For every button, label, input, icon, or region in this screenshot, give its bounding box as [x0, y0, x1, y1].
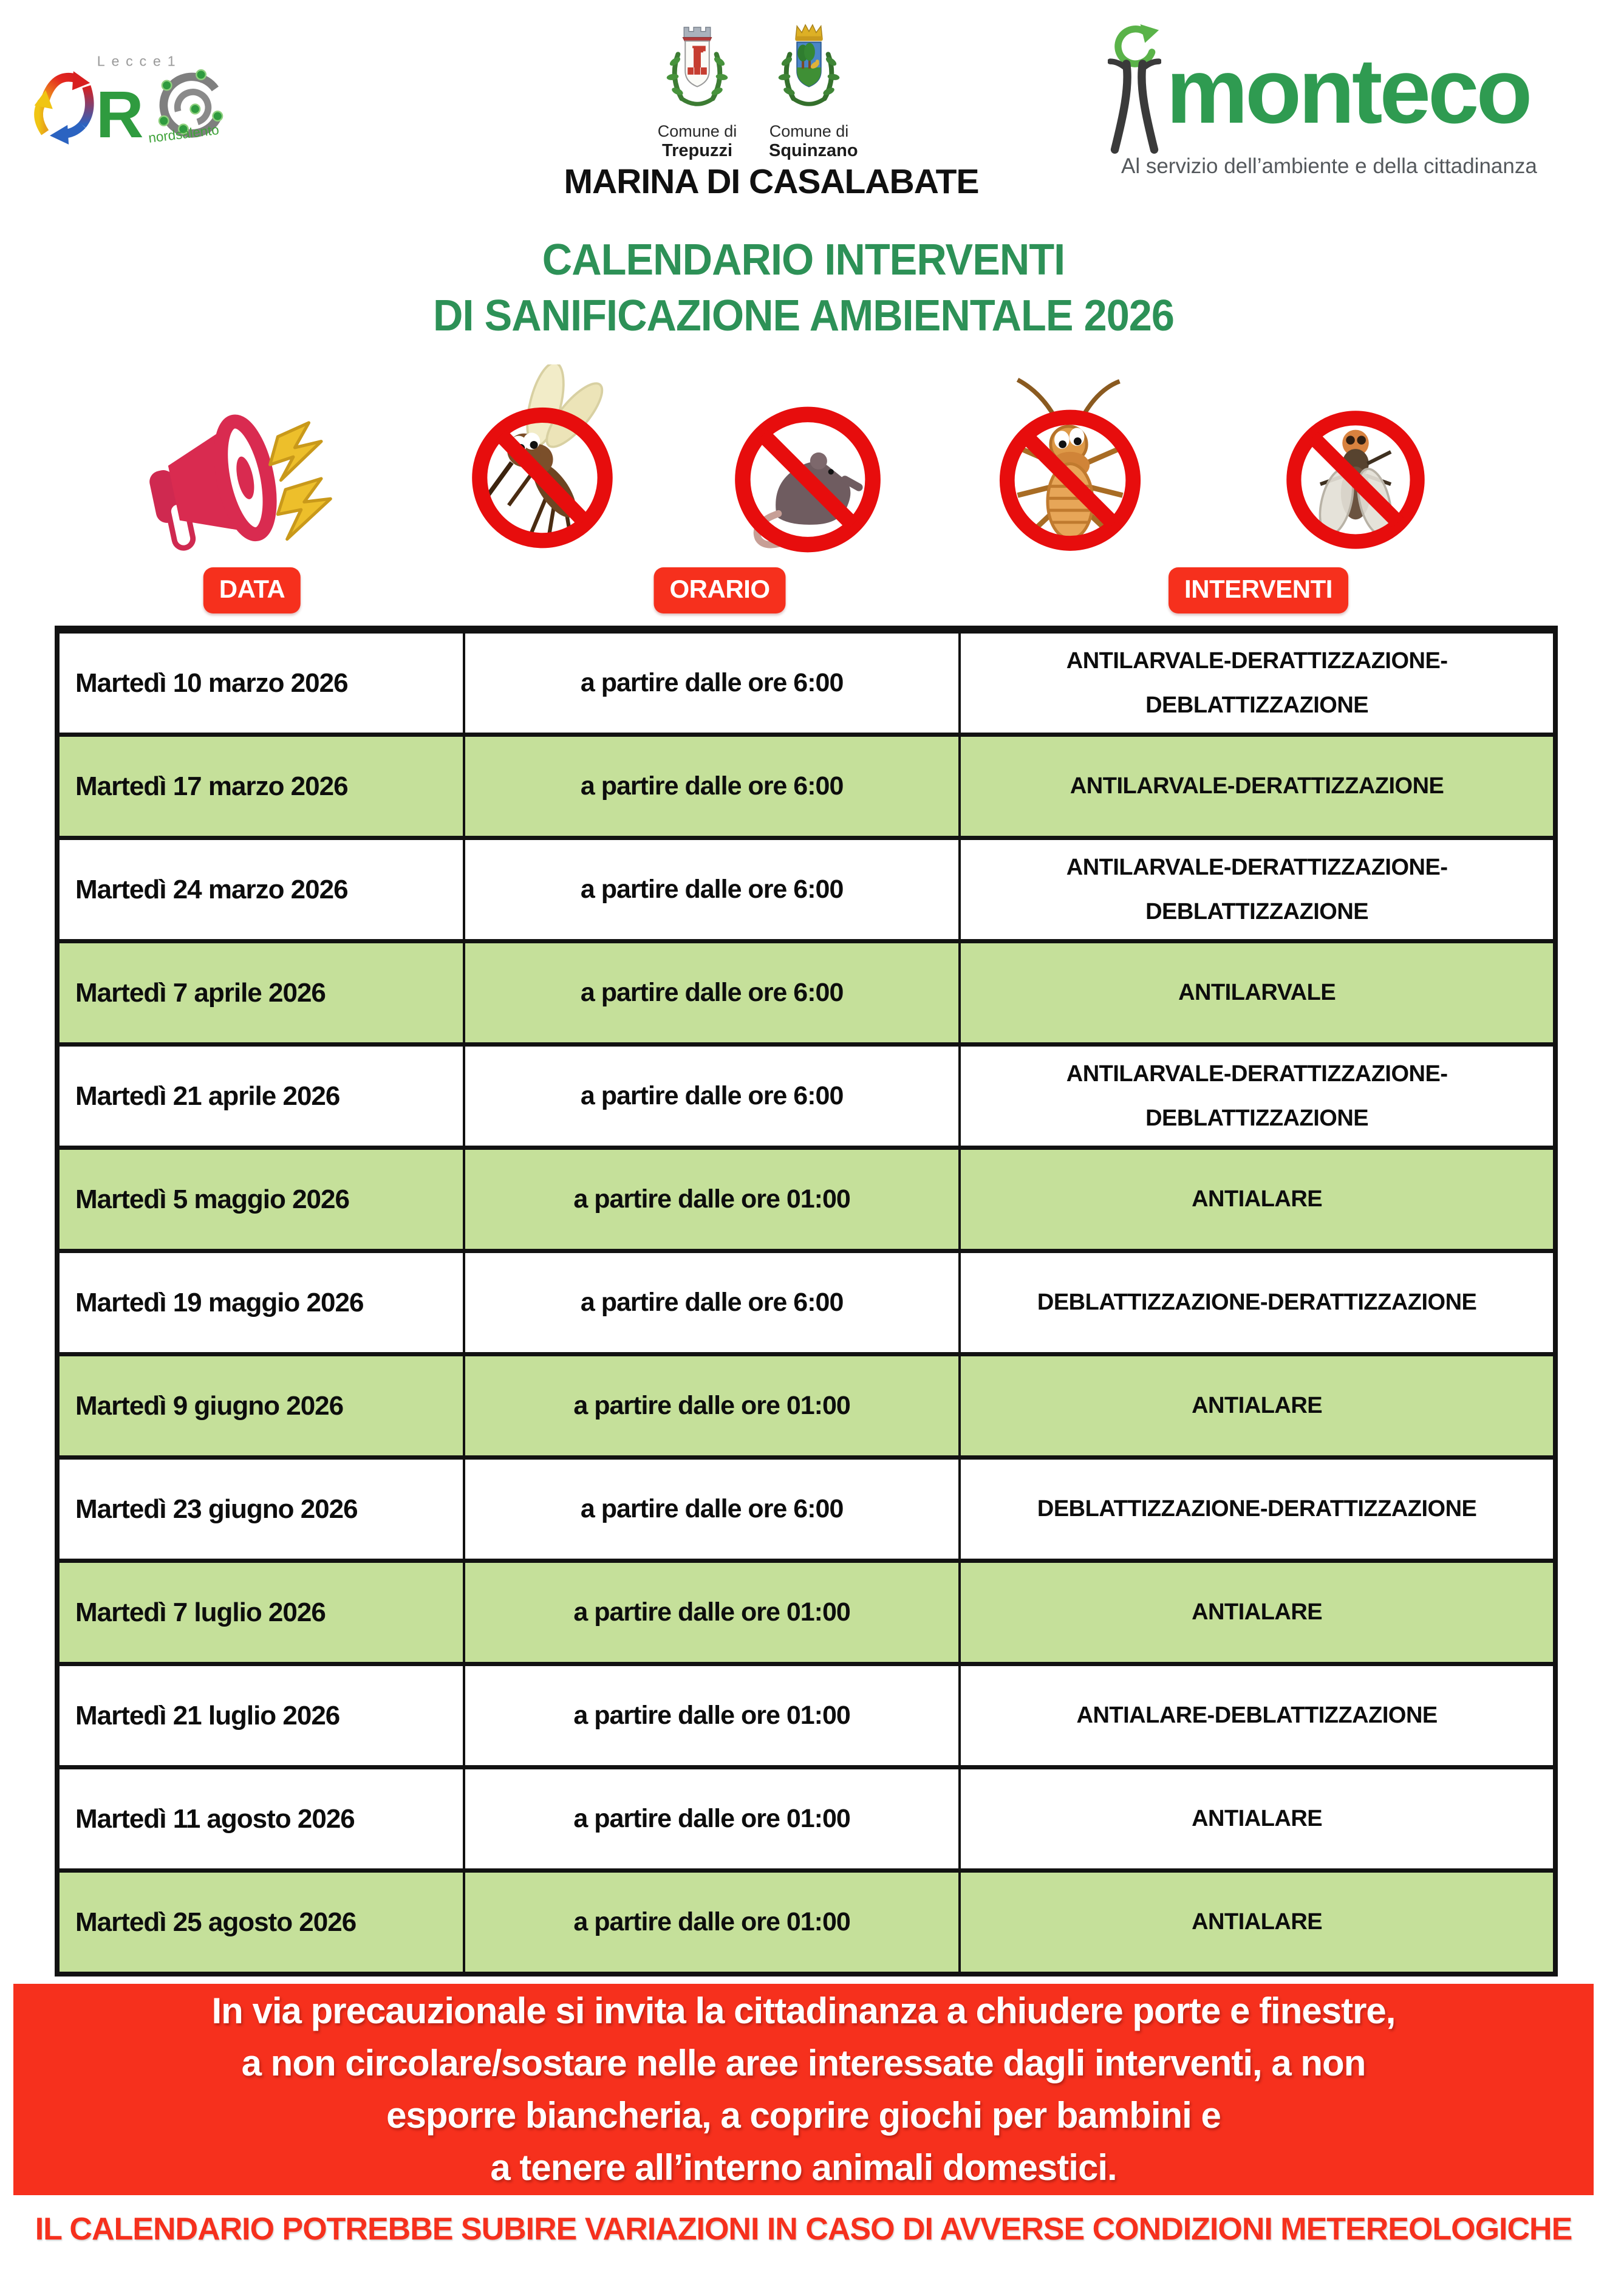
time-cell: a partire dalle ore 01:00	[462, 1150, 958, 1249]
time-cell: a partire dalle ore 01:00	[462, 1769, 958, 1868]
interventions-cell: ANTIALARE	[958, 1873, 1553, 1972]
table-row: Martedì 10 marzo 2026 a partire dalle or…	[60, 634, 1553, 733]
interventions-cell: ANTIALARE	[958, 1150, 1553, 1249]
page-title: CALENDARIO INTERVENTI DI SANIFICAZIONE A…	[40, 232, 1567, 344]
time-cell: a partire dalle ore 01:00	[462, 1873, 958, 1972]
interventions-cell: ANTIALARE	[958, 1769, 1553, 1868]
interventions-cell: ANTILARVALE-DERATTIZZAZIONE	[958, 737, 1553, 836]
date-cell: Martedì 21 aprile 2026	[75, 1081, 340, 1111]
interventions-cell: ANTILARVALE-DERATTIZZAZIONE- DEBLATTIZZAZ…	[958, 1047, 1553, 1146]
time-cell: a partire dalle ore 6:00	[462, 1253, 958, 1352]
date-cell: Martedì 24 marzo 2026	[75, 874, 349, 904]
interventions-cell: ANTIALARE	[958, 1356, 1553, 1455]
squinzano-crest: Comune di Squinzano	[769, 19, 858, 161]
no-cockroach-icon	[999, 378, 1141, 551]
date-cell: Martedì 23 giugno 2026	[75, 1494, 358, 1524]
table-row: Martedì 21 luglio 2026 a partire dalle o…	[60, 1662, 1553, 1765]
monteco-wordmark: monteco	[1166, 39, 1532, 143]
trepuzzi-crest: Comune di Trepuzzi	[657, 19, 737, 161]
banner-line-4: a tenere all’interno animali domestici.	[490, 2147, 1117, 2188]
location-title: MARINA DI CASALABATE	[564, 162, 980, 201]
trepuzzi-caption: Comune di	[657, 122, 737, 140]
date-cell: Martedì 11 agosto 2026	[75, 1803, 355, 1834]
date-cell: Martedì 25 agosto 2026	[75, 1907, 357, 1937]
aro-lecce1-text: Lecce1	[97, 53, 182, 69]
time-cell: a partire dalle ore 6:00	[462, 1460, 958, 1559]
squinzano-caption: Comune di	[769, 122, 849, 140]
date-cell: Martedì 7 aprile 2026	[75, 977, 326, 1008]
date-cell: Martedì 21 luglio 2026	[75, 1700, 340, 1731]
time-cell: a partire dalle ore 6:00	[462, 737, 958, 836]
banner-line-1: In via precauzionale si invita la cittad…	[211, 1990, 1396, 2031]
interventions-cell: DEBLATTIZZAZIONE-DERATTIZZAZIONE	[958, 1460, 1553, 1559]
date-cell: Martedì 5 maggio 2026	[75, 1184, 350, 1214]
aro-lecce1-logo: Lecce1 R nordsalento	[27, 50, 246, 152]
monteco-tagline: Al servizio dell’ambiente e della cittad…	[1121, 154, 1537, 178]
no-fly-icon	[1286, 411, 1425, 549]
precaution-banner: In via precauzionale si invita la cittad…	[13, 1984, 1594, 2195]
squinzano-coat-of-arms-icon	[778, 24, 840, 106]
table-row: Martedì 7 aprile 2026 a partire dalle or…	[60, 939, 1553, 1042]
page-title-line2: DI SANIFICAZIONE AMBIENTALE 2026	[433, 292, 1175, 340]
monteco-person-icon	[1108, 24, 1161, 154]
interventions-cell: ANTILARVALE-DERATTIZZAZIONE- DEBLATTIZZAZ…	[958, 634, 1553, 733]
page-title-line1: CALENDARIO INTERVENTI	[542, 236, 1065, 284]
calendar-table: Martedì 10 marzo 2026 a partire dalle or…	[55, 626, 1558, 1977]
interventions-cell: ANTIALARE-DEBLATTIZZAZIONE	[958, 1666, 1553, 1765]
table-row: Martedì 11 agosto 2026 a partire dalle o…	[60, 1765, 1553, 1868]
time-cell: a partire dalle ore 6:00	[462, 1047, 958, 1146]
table-row: Martedì 7 luglio 2026 a partire dalle or…	[60, 1559, 1553, 1662]
banner-line-2: a non circolare/sostare nelle aree inter…	[241, 2043, 1366, 2083]
interventions-cell: DEBLATTIZZAZIONE-DERATTIZZAZIONE	[958, 1253, 1553, 1352]
table-body: Martedì 10 marzo 2026 a partire dalle or…	[60, 634, 1553, 1972]
aro-r-letter: R	[96, 78, 144, 145]
date-cell: Martedì 17 marzo 2026	[75, 771, 349, 801]
column-badge-interventi: INTERVENTI	[1169, 567, 1348, 613]
table-row: Martedì 24 marzo 2026 a partire dalle or…	[60, 836, 1553, 939]
weather-disclaimer: IL CALENDARIO POTREBBE SUBIRE VARIAZIONI…	[35, 2212, 1573, 2247]
time-cell: a partire dalle ore 6:00	[462, 943, 958, 1042]
interventions-cell: ANTIALARE	[958, 1563, 1553, 1662]
table-row: Martedì 19 maggio 2026 a partire dalle o…	[60, 1249, 1553, 1352]
table-row: Martedì 25 agosto 2026 a partire dalle o…	[60, 1868, 1553, 1972]
no-rat-icon	[735, 406, 881, 553]
interventions-cell: ANTILARVALE-DERATTIZZAZIONE- DEBLATTIZZAZ…	[958, 840, 1553, 939]
time-cell: a partire dalle ore 01:00	[462, 1563, 958, 1662]
time-cell: a partire dalle ore 6:00	[462, 840, 958, 939]
table-row: Martedì 23 giugno 2026 a partire dalle o…	[60, 1455, 1553, 1559]
megaphone-icon	[149, 414, 332, 551]
trepuzzi-coat-of-arms-icon	[666, 27, 728, 106]
table-row: Martedì 9 giugno 2026 a partire dalle or…	[60, 1352, 1553, 1455]
date-cell: Martedì 19 maggio 2026	[75, 1287, 364, 1317]
trepuzzi-name: Trepuzzi	[661, 141, 732, 160]
date-cell: Martedì 10 marzo 2026	[75, 668, 349, 698]
date-cell: Martedì 7 luglio 2026	[75, 1597, 326, 1627]
date-cell: Martedì 9 giugno 2026	[75, 1390, 344, 1421]
squinzano-name: Squinzano	[769, 141, 858, 160]
banner-line-3: esporre biancheria, a coprire giochi per…	[386, 2095, 1221, 2136]
monteco-logo: monteco Al servizio dell’ambiente e dell…	[1108, 24, 1575, 179]
time-cell: a partire dalle ore 01:00	[462, 1666, 958, 1765]
time-cell: a partire dalle ore 6:00	[462, 634, 958, 733]
table-row: Martedì 17 marzo 2026 a partire dalle or…	[60, 733, 1553, 836]
table-row: Martedì 5 maggio 2026 a partire dalle or…	[60, 1146, 1553, 1249]
time-cell: a partire dalle ore 01:00	[462, 1356, 958, 1455]
no-mosquito-icon	[472, 364, 613, 548]
interventions-cell: ANTILARVALE	[958, 943, 1553, 1042]
table-row: Martedì 21 aprile 2026 a partire dalle o…	[60, 1042, 1553, 1146]
column-badge-orario: ORARIO	[653, 567, 786, 613]
aro-recycle-icon: Lecce1 R nordsalento	[34, 53, 223, 152]
column-badge-data: DATA	[203, 567, 301, 613]
municipal-crests: Comune di Trepuzzi	[657, 19, 858, 161]
